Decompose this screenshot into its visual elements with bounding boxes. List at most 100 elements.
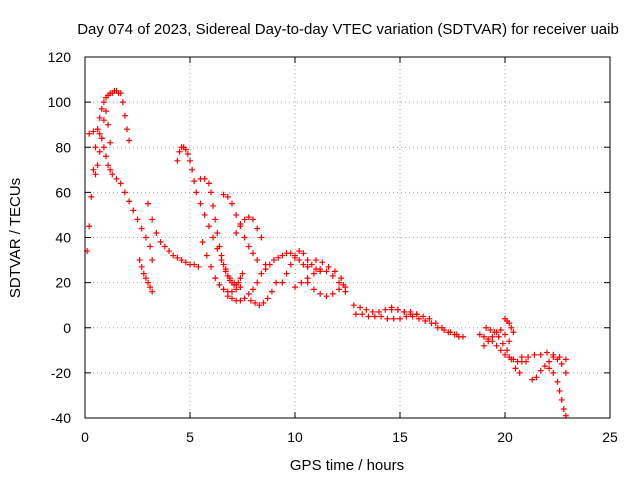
data-point [241, 216, 248, 223]
data-point [323, 268, 330, 275]
data-point [497, 347, 504, 354]
series-arc-9 [220, 191, 261, 264]
data-point [554, 356, 561, 363]
data-point [407, 311, 414, 318]
data-point [525, 354, 532, 361]
data-point [506, 338, 513, 345]
data-point [451, 331, 458, 338]
data-point [481, 342, 487, 349]
data-point [531, 351, 538, 358]
data-point [229, 200, 235, 207]
data-point [210, 234, 217, 241]
data-point [376, 308, 382, 315]
data-point [145, 200, 151, 207]
data-point [363, 306, 370, 313]
x-tick-label: 0 [81, 429, 89, 445]
series-arc-26 [529, 358, 553, 383]
data-point [250, 286, 256, 293]
data-point [283, 270, 290, 277]
data-point [189, 166, 196, 173]
data-point [271, 257, 277, 264]
data-point [212, 275, 219, 282]
series-arc-18 [350, 302, 420, 318]
data-point [245, 290, 252, 297]
y-tick-label: 100 [48, 94, 72, 110]
series-arc-6 [174, 144, 238, 286]
data-point [96, 130, 103, 137]
data-point [107, 139, 114, 146]
series-arc-4 [136, 257, 156, 295]
data-point [92, 171, 99, 178]
data-point [147, 243, 154, 250]
data-point [174, 254, 181, 261]
data-point [239, 270, 246, 277]
data-point [92, 144, 99, 151]
data-point [182, 259, 189, 266]
x-tick-labels: 0 5 10 15 20 25 [81, 429, 618, 445]
data-point [109, 171, 116, 178]
data-point [493, 342, 500, 349]
data-point [329, 272, 336, 279]
data-point [174, 157, 181, 164]
data-point [250, 216, 256, 223]
data-point [113, 175, 120, 182]
data-point [487, 327, 494, 334]
data-point [550, 369, 557, 376]
data-point [266, 261, 273, 268]
data-point [352, 311, 359, 318]
data-point [508, 324, 515, 331]
data-point [558, 360, 565, 367]
data-point [562, 356, 569, 363]
y-tick-label: 80 [55, 139, 71, 155]
data-point [388, 304, 395, 311]
data-point [88, 193, 95, 200]
data-point [533, 374, 540, 381]
series-arc-20 [388, 304, 462, 340]
data-point [560, 405, 567, 412]
data-point [310, 286, 317, 293]
data-point [483, 324, 490, 331]
data-point [313, 257, 319, 264]
data-point [304, 263, 311, 270]
data-point [445, 329, 452, 336]
data-point [510, 329, 517, 336]
data-point [554, 378, 561, 385]
data-point [304, 279, 311, 286]
y-tick-label: -40 [51, 410, 71, 426]
data-point [481, 333, 487, 340]
data-point [134, 216, 141, 223]
series-arc-23 [481, 327, 513, 349]
data-point [235, 279, 242, 286]
chart-title: Day 074 of 2023, Sidereal Day-to-day VTE… [77, 21, 619, 38]
data-point [397, 315, 403, 322]
data-point [136, 257, 143, 264]
x-tick-label: 10 [287, 429, 303, 445]
data-point [287, 250, 294, 257]
y-tick-label: 0 [63, 320, 71, 336]
data-point [268, 288, 275, 295]
data-point [187, 157, 193, 164]
data-point [229, 295, 235, 302]
data-point [512, 365, 519, 372]
data-point [544, 349, 550, 356]
series-arc-17 [313, 257, 349, 291]
data-point [142, 275, 149, 282]
data-point [100, 144, 107, 151]
data-point [224, 193, 231, 200]
series-arc-5 [145, 200, 202, 270]
data-point [117, 90, 124, 97]
data-point [86, 130, 93, 137]
data-point [415, 315, 422, 322]
data-point [254, 257, 261, 264]
series-arc-19 [352, 311, 466, 340]
data-point [218, 252, 225, 259]
series-arc-7 [197, 175, 246, 288]
data-point [292, 284, 298, 291]
y-tick-label: 20 [55, 275, 71, 291]
data-point [556, 387, 563, 394]
series-arc-22 [483, 324, 523, 376]
data-point [210, 202, 217, 209]
x-tick-label: 20 [497, 429, 513, 445]
data-point [216, 281, 223, 288]
data-point [103, 153, 109, 160]
